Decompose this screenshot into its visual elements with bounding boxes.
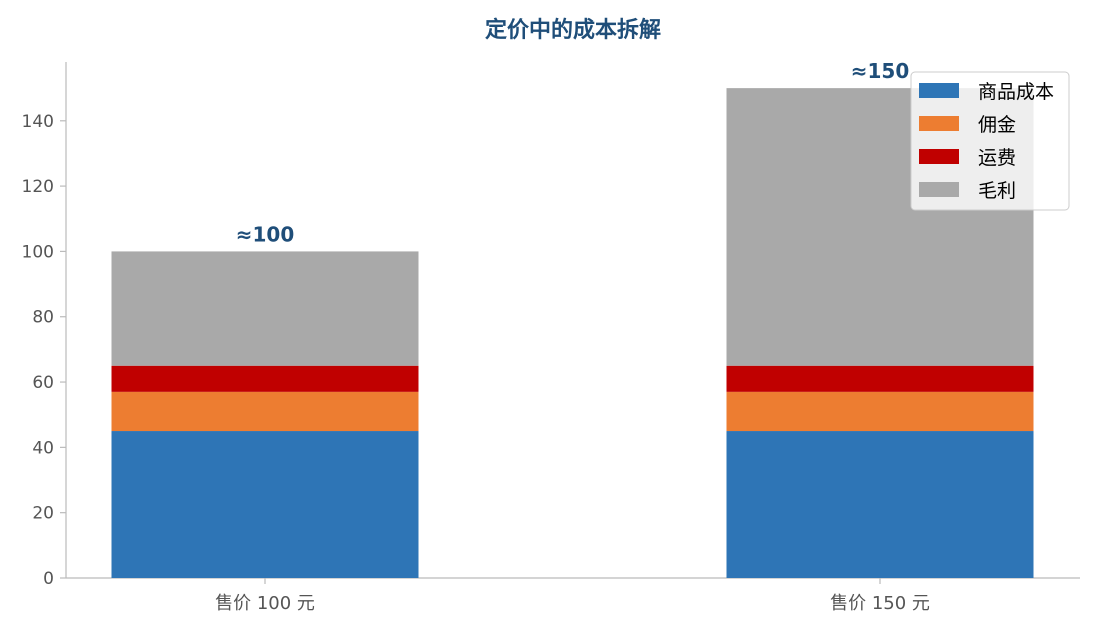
y-tick-label: 100 xyxy=(22,242,54,262)
bar-total-label: ≈150 xyxy=(851,59,910,83)
chart-title: 定价中的成本拆解 xyxy=(485,17,661,43)
x-tick-label: 售价 100 元 xyxy=(215,593,315,614)
bar-total-label: ≈100 xyxy=(236,222,295,246)
y-tick-label: 80 xyxy=(32,308,54,328)
y-tick-label: 20 xyxy=(32,504,54,524)
bar-segment xyxy=(111,431,419,578)
bar-segment xyxy=(111,365,419,392)
y-tick-label: 0 xyxy=(43,569,54,589)
legend-swatch xyxy=(919,182,959,197)
bar-segment xyxy=(726,365,1034,392)
legend-swatch xyxy=(919,149,959,164)
labels-group: ≈100 ≈150 xyxy=(236,59,910,246)
bar-segment xyxy=(111,391,419,432)
bar-segment xyxy=(726,431,1034,578)
bar-segment xyxy=(111,251,419,366)
legend-swatch xyxy=(919,83,959,98)
y-tick-label: 120 xyxy=(22,177,54,197)
legend-box xyxy=(910,71,1070,211)
y-tick-label: 40 xyxy=(32,438,54,458)
axes: 0 20 40 60 80 100 120 140 售价 100 元 售价 150 元 xyxy=(22,62,1080,614)
legend-label: 毛利 xyxy=(978,180,1016,202)
y-tick-label: 140 xyxy=(22,112,54,132)
legend-label: 商品成本 xyxy=(978,81,1054,103)
legend-label: 佣金 xyxy=(978,114,1016,136)
y-tick-label: 60 xyxy=(32,373,54,393)
legend-label: 运费 xyxy=(978,147,1016,169)
legend-swatch xyxy=(919,116,959,131)
bars-group xyxy=(111,88,1034,578)
x-tick-label: 售价 150 元 xyxy=(830,593,930,614)
bar-segment xyxy=(726,391,1034,432)
